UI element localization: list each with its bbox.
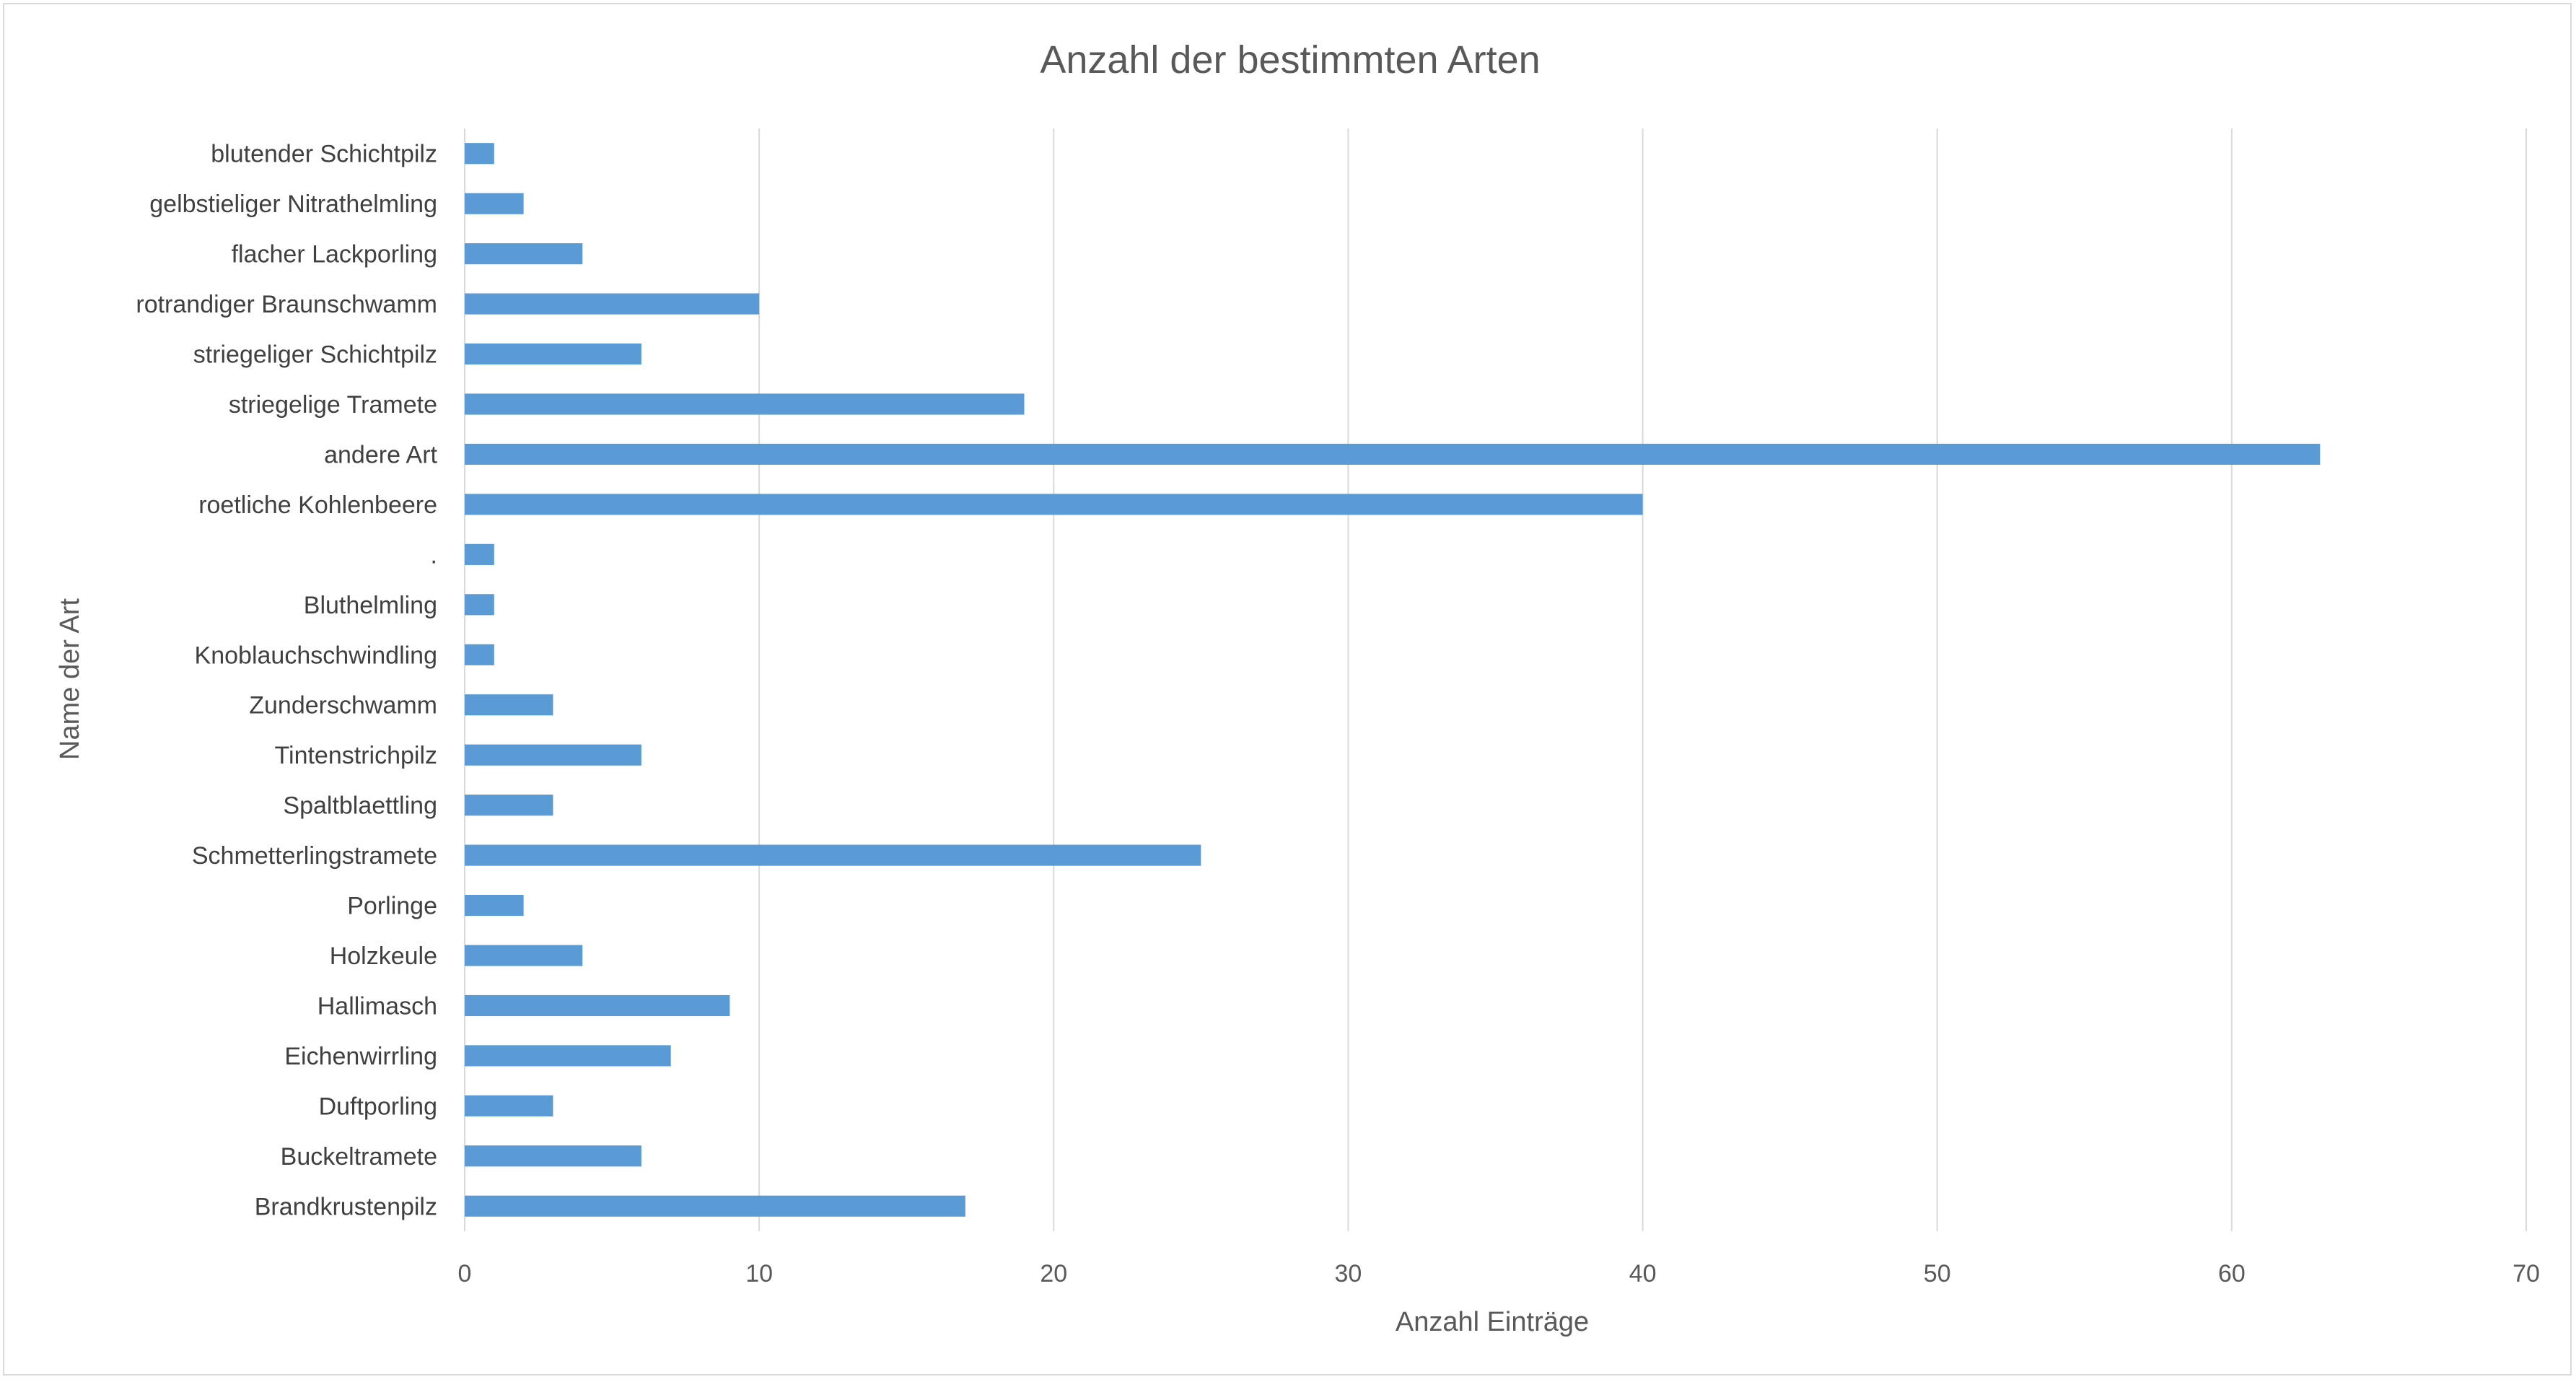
x-tick-label: 50 <box>1924 1260 1951 1287</box>
bar <box>465 343 641 365</box>
bar <box>465 795 553 816</box>
bar <box>465 543 494 565</box>
category-label: Porlinge <box>347 893 437 920</box>
category-label: Eichenwirrling <box>284 1043 437 1070</box>
y-axis-title: Name der Art <box>55 598 85 760</box>
x-axis-title: Anzahl Einträge <box>1396 1307 1589 1337</box>
category-label: Tintenstrichpilz <box>275 742 437 769</box>
x-tick-label: 20 <box>1040 1260 1067 1287</box>
bar <box>465 1195 965 1217</box>
category-label: Holzkeule <box>330 943 437 970</box>
bar <box>465 1145 641 1167</box>
category-label: Hallimasch <box>317 992 437 1020</box>
bar <box>465 193 524 214</box>
chart-title: Anzahl der bestimmten Arten <box>1040 38 1540 82</box>
bar-chart: Anzahl der bestimmten Arten blutender Sc… <box>55 38 2540 1337</box>
category-label: Zunderschwamm <box>249 692 437 720</box>
category-label: roetliche Kohlenbeere <box>198 491 437 519</box>
bar <box>465 293 760 315</box>
x-tick-labels: 0 10 20 30 40 50 60 70 <box>458 1260 2540 1287</box>
bar <box>465 844 1201 866</box>
category-label: andere Art <box>324 441 437 468</box>
bar <box>465 243 583 265</box>
x-tick-label: 70 <box>2513 1260 2540 1287</box>
category-label: Buckeltramete <box>281 1143 437 1171</box>
bar <box>465 1045 671 1067</box>
bar <box>465 143 494 165</box>
category-label: Bluthelmling <box>304 592 437 619</box>
bar <box>465 894 524 917</box>
category-label: Duftporling <box>319 1093 437 1120</box>
category-label: Spaltblaettling <box>283 792 437 820</box>
category-label: striegeliger Schichtpilz <box>193 341 437 369</box>
category-label: gelbstieliger Nitrathelmling <box>149 191 437 218</box>
category-label: Schmetterlingstramete <box>192 842 437 870</box>
x-tick-label: 60 <box>2218 1260 2246 1287</box>
bar <box>465 494 1643 515</box>
category-label: flacher Lackporling <box>232 241 437 268</box>
bar <box>465 694 553 716</box>
bar <box>465 594 494 616</box>
category-label: Brandkrustenpilz <box>255 1193 437 1220</box>
category-label: rotrandiger Braunschwamm <box>136 291 437 318</box>
bar <box>465 945 583 966</box>
bar <box>465 744 641 766</box>
x-tick-label: 10 <box>745 1260 773 1287</box>
bars <box>465 143 2321 1217</box>
chart-frame: Anzahl der bestimmten Arten blutender Sc… <box>3 3 2572 1376</box>
bar <box>465 393 1025 415</box>
x-tick-label: 0 <box>458 1260 472 1287</box>
bar <box>465 994 730 1017</box>
gridlines <box>464 128 2527 1231</box>
bar <box>465 644 494 665</box>
x-tick-label: 40 <box>1629 1260 1657 1287</box>
bar <box>465 1095 553 1116</box>
category-labels: blutender Schichtpilz gelbstieliger Nitra… <box>136 141 437 1221</box>
bar <box>465 443 2321 465</box>
category-label: blutender Schichtpilz <box>211 141 437 168</box>
category-label: striegelige Tramete <box>229 391 437 419</box>
category-label: . <box>431 541 437 569</box>
x-tick-label: 30 <box>1335 1260 1362 1287</box>
category-label: Knoblauchschwindling <box>195 642 437 669</box>
